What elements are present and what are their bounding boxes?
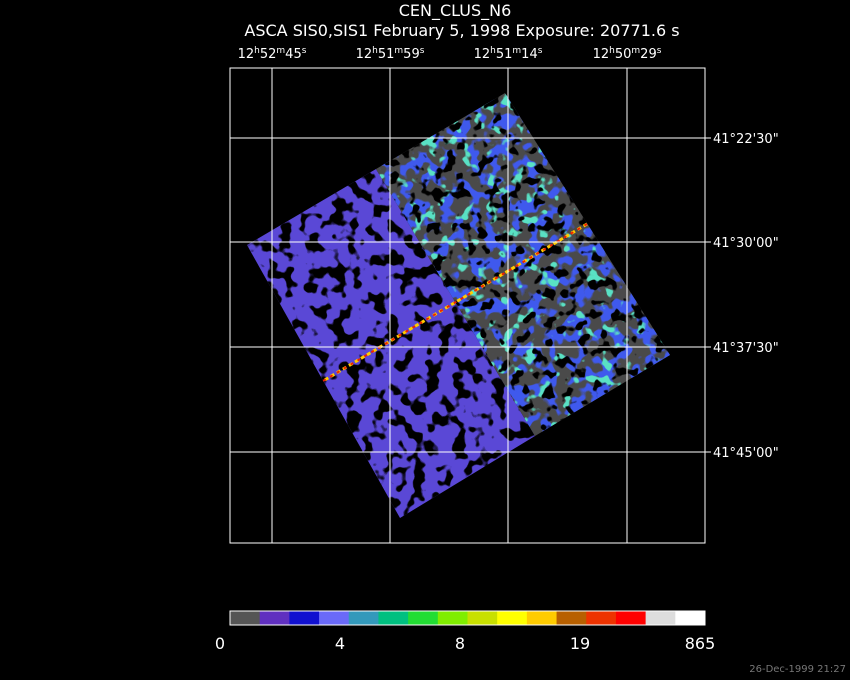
ra-value: 52 — [260, 47, 277, 62]
ra-value: 51 — [378, 47, 395, 62]
colorbar-segment — [437, 611, 468, 625]
ra-label: 12h51m14s — [474, 46, 543, 62]
ra-value: 29 — [640, 47, 657, 62]
colorbar-segment — [526, 611, 558, 625]
colorbar-segment — [497, 611, 528, 625]
ra-unit: s — [302, 46, 307, 56]
colorbar-label: 19 — [570, 634, 590, 653]
timestamp: 26-Dec-1999 21:27 — [749, 664, 846, 675]
colorbar-label: 8 — [455, 634, 465, 653]
dec-label: 41°30'00" — [713, 236, 779, 251]
dec-label: 41°22'30" — [713, 132, 779, 147]
ra-value: 59 — [403, 47, 420, 62]
colorbar-label: 865 — [685, 634, 716, 653]
colorbar-label: 4 — [335, 634, 345, 653]
ra-unit: m — [276, 46, 285, 56]
colorbar-segment — [348, 611, 379, 625]
ra-unit: h — [372, 46, 378, 56]
coordinate-grid — [230, 68, 705, 543]
colorbar-segment — [467, 611, 498, 625]
colorbar-segment — [556, 611, 587, 625]
chip-edge — [322, 223, 588, 382]
ra-label: 12h52m45s — [238, 46, 307, 62]
colorbar-segment — [615, 611, 647, 625]
subtitle: ASCA SIS0,SIS1 February 5, 1998 Exposure… — [244, 21, 679, 40]
chip-edge — [322, 222, 588, 383]
ra-unit: m — [512, 46, 521, 56]
dec-label: 41°37'30" — [713, 341, 779, 356]
dec-label: 41°45'00" — [713, 446, 779, 461]
ra-label: 12h51m59s — [356, 46, 425, 62]
colorbar-segment — [586, 611, 617, 625]
ra-unit: s — [538, 46, 543, 56]
ra-value: 50 — [615, 47, 632, 62]
ra-value: 12 — [238, 47, 255, 62]
colorbar-segment — [408, 611, 439, 625]
colorbar-segment — [230, 611, 261, 625]
ra-unit: m — [394, 46, 403, 56]
ra-unit: s — [420, 46, 425, 56]
ra-value: 51 — [496, 47, 513, 62]
ra-unit: h — [254, 46, 260, 56]
ra-unit: m — [631, 46, 640, 56]
ra-value: 45 — [285, 47, 302, 62]
colorbar-segment — [289, 611, 320, 625]
ra-unit: h — [609, 46, 615, 56]
ra-label: 12h50m29s — [593, 46, 662, 62]
ra-unit: h — [490, 46, 496, 56]
colorbar-segment — [645, 611, 676, 625]
ra-value: 12 — [593, 47, 610, 62]
colorbar-segment — [319, 611, 350, 625]
ra-unit: s — [657, 46, 662, 56]
title: CEN_CLUS_N6 — [399, 1, 512, 21]
ra-value: 14 — [521, 47, 538, 62]
colorbar-frame — [229, 610, 706, 626]
colorbar-segment — [259, 611, 290, 625]
colorbar-segment — [378, 611, 409, 625]
ra-value: 12 — [474, 47, 491, 62]
colorbar-segment — [675, 611, 706, 625]
ra-value: 12 — [356, 47, 373, 62]
colorbar-label: 0 — [215, 634, 225, 653]
